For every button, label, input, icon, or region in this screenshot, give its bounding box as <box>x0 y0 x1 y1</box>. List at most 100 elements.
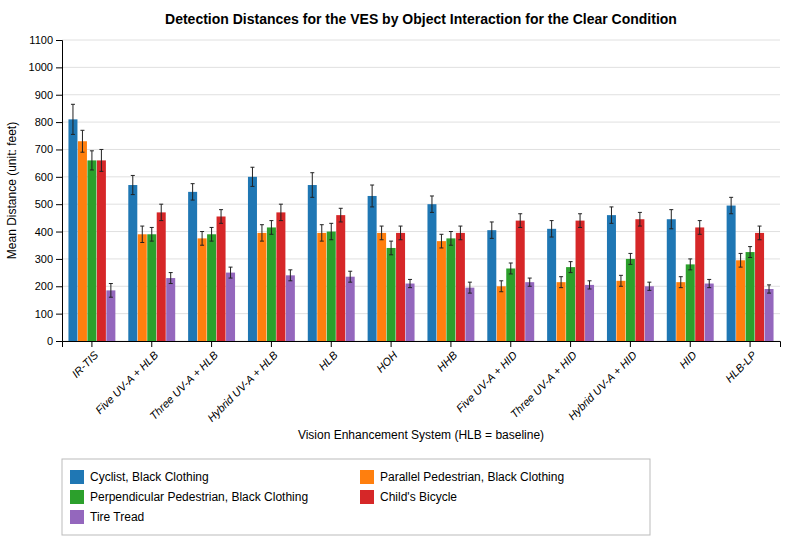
bar <box>645 286 654 341</box>
y-tick: 500 <box>35 198 62 210</box>
error-bar <box>449 232 453 246</box>
tick-mark <box>56 67 62 68</box>
bar <box>78 141 87 341</box>
bar <box>207 234 216 341</box>
bar <box>226 273 235 341</box>
axis-line <box>56 41 63 342</box>
bar <box>516 221 525 341</box>
error-bar <box>509 263 513 274</box>
bar <box>87 160 96 341</box>
bar <box>396 233 405 341</box>
error-bar <box>729 197 733 213</box>
bar <box>368 196 377 341</box>
y-axis-title: Mean Distance (unit: feet) <box>5 122 19 259</box>
bar <box>327 232 336 341</box>
error-bar <box>99 149 103 171</box>
error-bar <box>131 175 135 194</box>
x-tick: HOH <box>374 341 400 375</box>
tick-mark <box>56 232 62 233</box>
legend-swatch <box>70 470 84 484</box>
grid-line <box>62 67 780 68</box>
error-bar <box>679 277 683 288</box>
error-bar <box>628 253 632 264</box>
bar <box>427 204 436 341</box>
bar <box>465 288 474 341</box>
error-bar <box>707 279 711 287</box>
error-bar <box>647 282 651 290</box>
legend-swatch <box>360 470 374 484</box>
x-tick: IR-TIS <box>70 341 101 380</box>
error-bar <box>430 196 434 212</box>
y-tick: 100 <box>35 308 62 320</box>
error-bar <box>559 277 563 288</box>
error-bar <box>159 204 163 220</box>
tick-label: HID <box>677 349 699 371</box>
tick-label: HHB <box>435 349 460 374</box>
legend-item: Parallel Pedestrian, Black Clothing <box>360 470 564 484</box>
bar <box>566 267 575 341</box>
bar <box>676 282 685 341</box>
tick-mark <box>56 314 62 315</box>
legend-label: Tire Tread <box>90 510 144 524</box>
tick-mark <box>151 341 152 347</box>
x-tick: Five UV-A + HLB <box>93 341 160 416</box>
x-tick: Hybrid UV-A + HLB <box>205 341 280 424</box>
y-tick: 200 <box>35 280 62 292</box>
y-tick: 1000 <box>29 61 62 73</box>
bar <box>765 289 774 341</box>
x-axis: IR-TISFive UV-A + HLBThree UV-A + HLBHyb… <box>63 341 781 424</box>
marks <box>68 104 773 341</box>
bar <box>286 275 295 341</box>
error-bar <box>71 104 75 134</box>
tick-label: 500 <box>35 198 53 210</box>
bar-series <box>106 267 773 341</box>
tick-mark <box>56 259 62 260</box>
error-bar <box>748 247 752 258</box>
grid-line <box>62 204 780 205</box>
bar <box>557 282 566 341</box>
x-tick: HLB <box>316 341 340 372</box>
grid-line <box>62 149 780 150</box>
bar-series <box>97 149 764 341</box>
legend-item: Tire Tread <box>70 510 144 524</box>
y-tick: 600 <box>35 171 62 183</box>
error-bar <box>569 262 573 273</box>
error-bar <box>499 281 503 292</box>
y-tick: 900 <box>35 89 62 101</box>
error-bar <box>688 259 692 270</box>
legend-item: Cyclist, Black Clothing <box>70 470 209 484</box>
legend-swatch <box>70 490 84 504</box>
y-tick: 700 <box>35 143 62 155</box>
tick-mark <box>56 149 62 150</box>
tick-mark <box>56 122 62 123</box>
bar <box>387 248 396 341</box>
grid-line <box>62 94 780 95</box>
bar <box>746 252 755 341</box>
bar <box>727 206 736 341</box>
bar <box>487 230 496 341</box>
tick-label: Hybrid UV-A + HLB <box>205 349 280 424</box>
bar <box>456 233 465 341</box>
bar <box>736 260 745 341</box>
tick-mark <box>56 40 62 41</box>
tick-label: 1100 <box>29 34 53 46</box>
bar <box>686 264 695 341</box>
error-bar <box>200 232 204 246</box>
x-tick: Three UV-A + HLB <box>147 341 220 422</box>
y-tick: 0 <box>47 335 62 347</box>
y-tick: 800 <box>35 116 62 128</box>
bar <box>497 286 506 341</box>
error-bar <box>140 226 144 242</box>
error-bar <box>250 167 254 186</box>
tick-label: 400 <box>35 226 53 238</box>
legend-item: Perpendicular Pedestrian, Black Clothing <box>70 490 308 504</box>
error-bar <box>389 241 393 255</box>
tick-label: Five UV-A + HID <box>454 349 520 415</box>
error-bar <box>320 225 324 241</box>
bar-series <box>78 130 745 341</box>
tick-mark <box>56 204 62 205</box>
tick-label: HLB <box>316 349 340 373</box>
error-bar <box>370 185 374 207</box>
bar <box>317 233 326 341</box>
x-tick: Five UV-A + HID <box>454 341 520 414</box>
